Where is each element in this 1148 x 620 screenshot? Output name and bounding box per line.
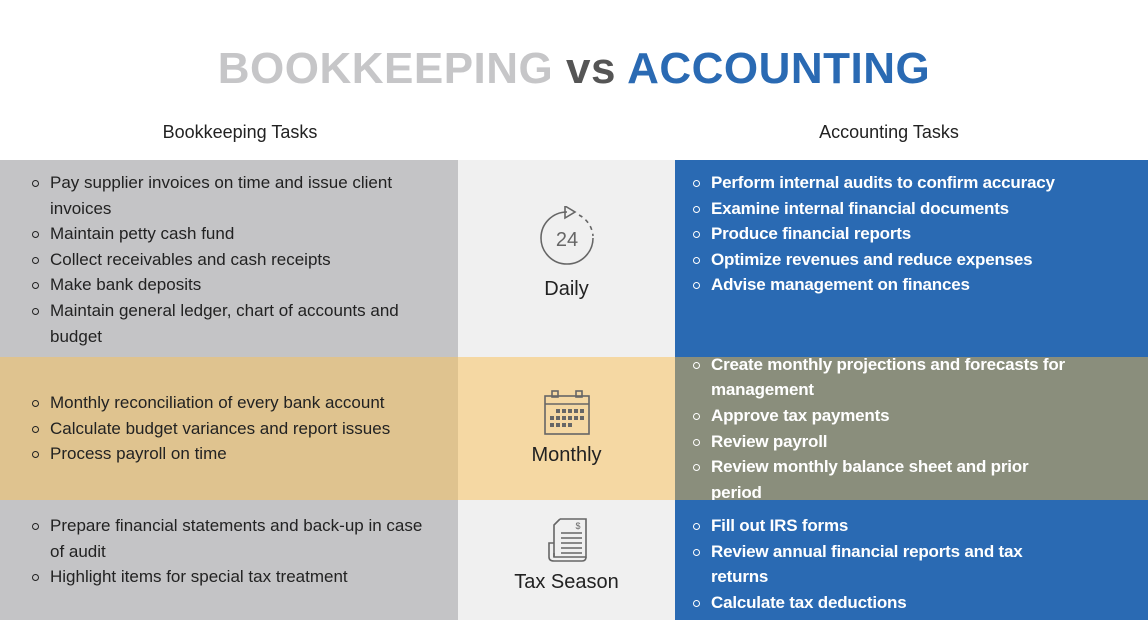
- accounting-tax-season: Fill out IRS forms Review annual financia…: [675, 500, 1148, 620]
- bookkeeping-task-list: Monthly reconciliation of every bank acc…: [0, 390, 458, 467]
- bookkeeping-task-list: Prepare financial statements and back-up…: [0, 513, 440, 590]
- period-label: Daily: [544, 278, 589, 300]
- period-tax-season: $ Tax Season: [458, 500, 675, 620]
- period-daily: 24 Daily: [458, 160, 675, 357]
- task-item: Review monthly balance sheet and prior p…: [693, 454, 1081, 505]
- task-item: Review annual financial reports and tax …: [693, 539, 1041, 590]
- task-item: Maintain petty cash fund: [32, 221, 410, 247]
- task-item: Highlight items for special tax treatmen…: [32, 564, 440, 590]
- task-item: Advise management on finances: [693, 272, 1148, 298]
- bookkeeping-header: Bookkeeping Tasks: [162, 122, 318, 142]
- task-item: Pay supplier invoices on time and issue …: [32, 170, 410, 221]
- period-label: Tax Season: [514, 571, 619, 593]
- clock-24-icon: 24: [539, 206, 594, 265]
- svg-text:24: 24: [555, 229, 577, 251]
- task-item: Calculate budget variances and report is…: [32, 416, 458, 442]
- task-item: Create monthly projections and forecasts…: [693, 352, 1081, 403]
- task-item: Optimize revenues and reduce expenses: [693, 247, 1148, 273]
- accounting-task-list: Perform internal audits to confirm accur…: [675, 170, 1148, 298]
- row-daily: Pay supplier invoices on time and issue …: [0, 160, 1148, 357]
- calendar-icon: [543, 390, 590, 435]
- bookkeeping-task-list: Pay supplier invoices on time and issue …: [0, 170, 410, 349]
- accounting-task-list: Create monthly projections and forecasts…: [675, 352, 1081, 506]
- task-item: Prepare financial statements and back-up…: [32, 513, 440, 564]
- row-tax-season: Prepare financial statements and back-up…: [0, 500, 1148, 620]
- page-title: BOOKKEEPING vs ACCOUNTING: [217, 44, 931, 93]
- task-item: Perform internal audits to confirm accur…: [693, 170, 1148, 196]
- task-item: Collect receivables and cash receipts: [32, 247, 410, 273]
- svg-text:$: $: [575, 521, 580, 531]
- accounting-header: Accounting Tasks: [819, 122, 959, 142]
- period-label: Monthly: [531, 444, 602, 466]
- task-item: Maintain general ledger, chart of accoun…: [32, 298, 410, 349]
- task-item: Produce financial reports: [693, 221, 1148, 247]
- bookkeeping-tax-season: Prepare financial statements and back-up…: [0, 500, 458, 620]
- task-item: Calculate tax deductions: [693, 590, 1041, 616]
- bookkeeping-monthly: Monthly reconciliation of every bank acc…: [0, 357, 458, 500]
- task-item: Review payroll: [693, 429, 1081, 455]
- accounting-monthly: Create monthly projections and forecasts…: [675, 355, 1148, 502]
- tax-document-icon: $: [547, 518, 587, 562]
- task-item: Make bank deposits: [32, 272, 410, 298]
- accounting-task-list: Fill out IRS forms Review annual financia…: [675, 513, 1041, 615]
- period-monthly: Monthly: [458, 357, 675, 500]
- task-item: Approve tax payments: [693, 403, 1081, 429]
- task-item: Monthly reconciliation of every bank acc…: [32, 390, 458, 416]
- task-item: Examine internal financial documents: [693, 196, 1148, 222]
- task-item: Process payroll on time: [32, 441, 458, 467]
- row-monthly: Monthly reconciliation of every bank acc…: [0, 355, 1148, 502]
- accounting-daily: Perform internal audits to confirm accur…: [675, 160, 1148, 357]
- task-item: Fill out IRS forms: [693, 513, 1041, 539]
- bookkeeping-daily: Pay supplier invoices on time and issue …: [0, 160, 458, 357]
